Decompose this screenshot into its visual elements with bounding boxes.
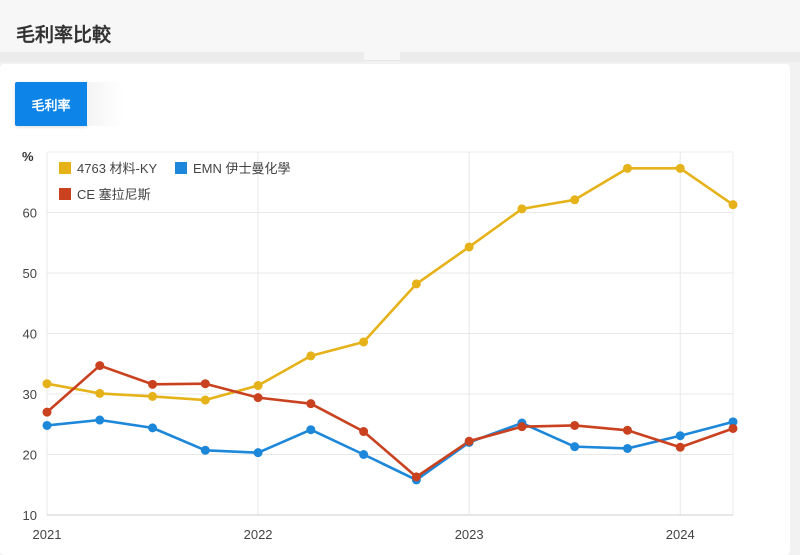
data-point[interactable] bbox=[306, 425, 316, 435]
data-point[interactable] bbox=[42, 420, 52, 430]
data-point[interactable] bbox=[464, 242, 474, 252]
tab-gross-margin[interactable]: 毛利率 bbox=[15, 82, 87, 126]
data-point[interactable] bbox=[622, 425, 632, 435]
tab-bar-fade bbox=[87, 82, 123, 126]
data-point[interactable] bbox=[200, 379, 210, 389]
data-point[interactable] bbox=[359, 427, 369, 437]
chart-series-lines bbox=[46, 167, 734, 482]
legend-label[interactable]: 4763 材料-KY bbox=[77, 161, 158, 176]
chart-legend: 4763 材料-KY EMN 伊士曼化學 CE 塞拉尼斯 bbox=[59, 161, 291, 202]
y-tick-label: 20 bbox=[23, 448, 37, 463]
data-point[interactable] bbox=[517, 204, 527, 214]
data-point[interactable] bbox=[253, 448, 263, 458]
data-point[interactable] bbox=[306, 351, 316, 361]
data-point[interactable] bbox=[148, 391, 158, 401]
data-point[interactable] bbox=[95, 388, 105, 398]
x-tick-label: 2023 bbox=[455, 527, 484, 542]
data-point[interactable] bbox=[675, 442, 685, 452]
legend-swatch[interactable] bbox=[59, 188, 71, 200]
data-point[interactable] bbox=[200, 395, 210, 405]
data-point[interactable] bbox=[517, 422, 527, 432]
data-point[interactable] bbox=[570, 442, 580, 452]
legend-label[interactable]: EMN 伊士曼化學 bbox=[193, 161, 291, 176]
data-point[interactable] bbox=[359, 450, 369, 459]
page-header: 毛利率比較 bbox=[0, 0, 800, 61]
page-title: 毛利率比較 bbox=[16, 24, 112, 46]
data-point[interactable] bbox=[200, 445, 210, 455]
data-point[interactable] bbox=[675, 431, 685, 441]
y-axis-unit-label: % bbox=[22, 149, 34, 164]
data-point[interactable] bbox=[728, 423, 738, 433]
chart-gridlines bbox=[46, 151, 734, 516]
chart-card bbox=[0, 64, 790, 555]
legend-swatch[interactable] bbox=[59, 162, 71, 174]
y-tick-label: 30 bbox=[23, 387, 37, 402]
chart-axes: 10 20 30 40 50 60 2021 2022 2023 2024% bbox=[22, 149, 733, 542]
data-point[interactable] bbox=[148, 379, 158, 389]
data-point[interactable] bbox=[42, 407, 52, 417]
data-point[interactable] bbox=[622, 163, 632, 173]
header-divider-right bbox=[400, 52, 800, 62]
data-point[interactable] bbox=[411, 472, 421, 482]
data-point[interactable] bbox=[622, 443, 632, 453]
x-tick-label: 2021 bbox=[33, 527, 62, 542]
series-line-0 bbox=[46, 167, 734, 402]
legend-label[interactable]: CE 塞拉尼斯 bbox=[77, 187, 151, 202]
y-tick-label: 50 bbox=[23, 266, 37, 281]
x-tick-label: 2024 bbox=[666, 527, 695, 542]
data-point[interactable] bbox=[95, 361, 105, 371]
data-point[interactable] bbox=[42, 379, 52, 389]
y-tick-label: 60 bbox=[23, 206, 37, 221]
data-point[interactable] bbox=[464, 436, 474, 446]
series-line-1 bbox=[46, 418, 734, 482]
series-line-2 bbox=[46, 364, 734, 479]
data-point[interactable] bbox=[411, 279, 421, 289]
y-tick-label: 10 bbox=[23, 508, 37, 523]
data-point[interactable] bbox=[253, 393, 263, 403]
x-tick-label: 2022 bbox=[244, 527, 273, 542]
y-tick-label: 40 bbox=[23, 327, 37, 342]
legend-swatch[interactable] bbox=[175, 162, 187, 174]
data-point[interactable] bbox=[675, 163, 685, 173]
data-point[interactable] bbox=[253, 381, 263, 391]
data-point[interactable] bbox=[570, 420, 580, 430]
data-point[interactable] bbox=[728, 200, 738, 210]
chart-series-points bbox=[42, 163, 738, 485]
data-point[interactable] bbox=[728, 417, 738, 427]
data-point[interactable] bbox=[570, 195, 580, 205]
data-point[interactable] bbox=[95, 415, 105, 425]
header-divider-left bbox=[0, 52, 364, 62]
data-point[interactable] bbox=[148, 423, 158, 433]
data-point[interactable] bbox=[359, 337, 369, 347]
data-point[interactable] bbox=[306, 399, 316, 409]
